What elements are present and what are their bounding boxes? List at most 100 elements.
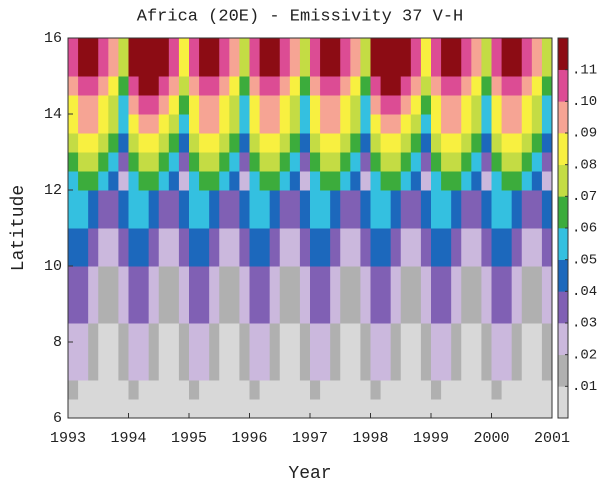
cell bbox=[380, 133, 392, 153]
cell bbox=[330, 152, 341, 172]
cell bbox=[481, 228, 492, 248]
cell bbox=[491, 38, 503, 58]
cell bbox=[481, 114, 492, 134]
cell bbox=[511, 190, 523, 210]
cell bbox=[178, 361, 190, 381]
cell bbox=[451, 95, 462, 115]
colorbar-segment bbox=[558, 386, 568, 419]
cell bbox=[108, 57, 119, 77]
cell bbox=[279, 95, 291, 115]
cell bbox=[78, 361, 89, 381]
cell bbox=[289, 152, 301, 172]
cell bbox=[289, 380, 301, 400]
colorbar-tick-label: .01 bbox=[572, 379, 597, 395]
cell bbox=[461, 380, 472, 400]
cell bbox=[108, 133, 119, 153]
cell bbox=[259, 152, 271, 172]
cell bbox=[451, 304, 462, 324]
cell bbox=[178, 76, 190, 96]
cell bbox=[148, 171, 160, 191]
cell bbox=[199, 114, 210, 134]
cell bbox=[491, 190, 503, 210]
cell bbox=[239, 133, 250, 153]
cell bbox=[471, 399, 482, 419]
cell bbox=[148, 285, 160, 305]
cell bbox=[249, 247, 261, 267]
cell bbox=[320, 38, 331, 58]
cell bbox=[400, 209, 412, 229]
cell bbox=[531, 114, 543, 134]
cell bbox=[380, 247, 392, 267]
cell bbox=[400, 38, 412, 58]
cell bbox=[320, 209, 331, 229]
cell bbox=[310, 57, 321, 77]
cell bbox=[340, 57, 351, 77]
cell bbox=[299, 304, 311, 324]
cell bbox=[168, 266, 180, 286]
cell bbox=[148, 152, 160, 172]
cell bbox=[350, 38, 361, 58]
cell bbox=[350, 57, 361, 77]
cell bbox=[521, 95, 533, 115]
cell bbox=[400, 285, 412, 305]
cell bbox=[209, 38, 220, 58]
cell bbox=[330, 304, 341, 324]
cell bbox=[310, 152, 321, 172]
cell bbox=[380, 342, 392, 362]
cell bbox=[189, 152, 200, 172]
cell bbox=[299, 95, 311, 115]
cell bbox=[279, 57, 291, 77]
cell bbox=[471, 380, 482, 400]
cell bbox=[541, 95, 553, 115]
cell bbox=[158, 152, 170, 172]
cell bbox=[310, 247, 321, 267]
cell bbox=[410, 342, 422, 362]
cell bbox=[370, 190, 382, 210]
cell bbox=[279, 190, 291, 210]
cell bbox=[471, 133, 482, 153]
cell bbox=[128, 152, 140, 172]
cell bbox=[128, 342, 140, 362]
cell bbox=[491, 57, 503, 77]
cell bbox=[128, 247, 140, 267]
cell bbox=[360, 247, 371, 267]
colorbar-tick-label: .09 bbox=[572, 126, 597, 142]
cell bbox=[158, 95, 170, 115]
cell bbox=[400, 399, 412, 419]
cell bbox=[168, 361, 180, 381]
cell bbox=[168, 171, 180, 191]
cell bbox=[168, 95, 180, 115]
cell bbox=[269, 57, 281, 77]
cell bbox=[118, 361, 129, 381]
cell bbox=[78, 380, 89, 400]
cell bbox=[431, 133, 442, 153]
cell bbox=[340, 247, 351, 267]
cell bbox=[410, 399, 422, 419]
cell bbox=[400, 342, 412, 362]
cell bbox=[148, 209, 160, 229]
cell bbox=[269, 380, 281, 400]
cell bbox=[239, 266, 250, 286]
cell bbox=[279, 76, 291, 96]
cell bbox=[521, 380, 533, 400]
cell bbox=[118, 266, 129, 286]
cell bbox=[259, 304, 271, 324]
cell bbox=[410, 247, 422, 267]
cell bbox=[289, 57, 301, 77]
cell bbox=[410, 114, 422, 134]
cell bbox=[199, 76, 210, 96]
cell bbox=[390, 285, 402, 305]
cell bbox=[441, 152, 452, 172]
cell bbox=[98, 95, 109, 115]
cell bbox=[370, 247, 382, 267]
cell bbox=[491, 342, 503, 362]
cell bbox=[481, 323, 492, 343]
cell bbox=[350, 114, 361, 134]
cell bbox=[88, 266, 99, 286]
cell bbox=[128, 361, 140, 381]
cell bbox=[521, 76, 533, 96]
cell bbox=[158, 190, 170, 210]
cell bbox=[380, 38, 392, 58]
cell bbox=[451, 228, 462, 248]
cell bbox=[289, 361, 301, 381]
